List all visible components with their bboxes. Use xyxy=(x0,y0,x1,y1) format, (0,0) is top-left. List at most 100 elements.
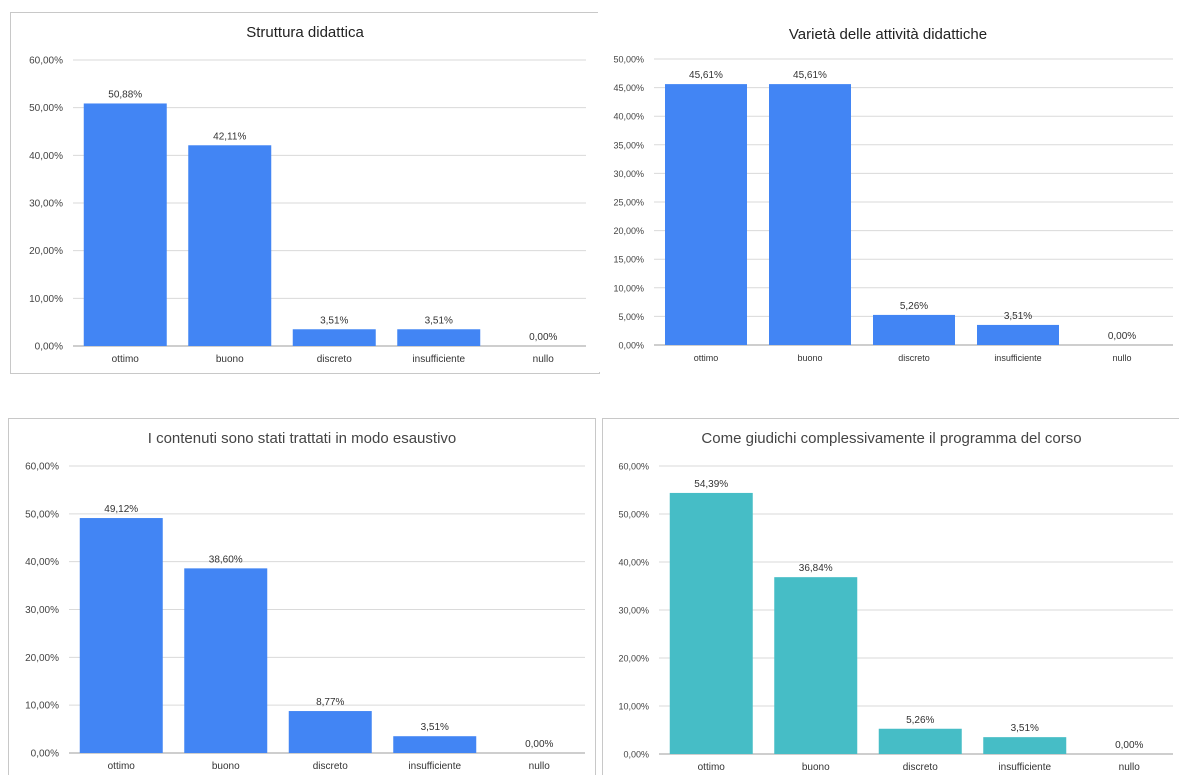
chart-title: Struttura didattica xyxy=(246,24,364,41)
y-tick-label: 0,00% xyxy=(618,341,644,351)
bar-insufficiente xyxy=(397,329,481,346)
chart-panel-contenuti-esaustivi: I contenuti sono stati trattati in modo … xyxy=(8,418,596,775)
data-label-ottimo: 54,39% xyxy=(694,479,728,490)
y-tick-label: 5,00% xyxy=(618,312,644,322)
y-tick-label: 45,00% xyxy=(613,83,644,93)
y-tick-label: 10,00% xyxy=(25,701,59,712)
x-tick-label-nullo: nullo xyxy=(1112,353,1131,363)
data-label-nullo: 0,00% xyxy=(529,332,557,343)
x-tick-label-nullo: nullo xyxy=(533,354,555,365)
bar-discreto xyxy=(292,329,376,346)
bar-ottimo xyxy=(665,84,747,345)
x-tick-label-nullo: nullo xyxy=(1119,762,1141,773)
data-label-ottimo: 49,12% xyxy=(104,504,138,515)
bar-discreto xyxy=(878,728,962,754)
data-label-buono: 45,61% xyxy=(793,70,827,81)
y-tick-label: 30,00% xyxy=(613,169,644,179)
chart-title: Varietà delle attività didattiche xyxy=(788,26,988,43)
data-label-nullo: 0,00% xyxy=(1108,331,1136,342)
y-tick-label: 20,00% xyxy=(29,246,63,257)
chart-title: Come giudichi complessivamente il progra… xyxy=(701,430,1082,447)
y-tick-label: 50,00% xyxy=(29,103,63,114)
data-label-insufficiente: 3,51% xyxy=(1004,311,1032,322)
x-tick-label-ottimo: ottimo xyxy=(698,762,726,773)
y-tick-label: 40,00% xyxy=(25,557,59,568)
y-tick-label: 40,00% xyxy=(29,151,63,162)
x-tick-label-nullo: nullo xyxy=(529,761,551,772)
data-label-buono: 36,84% xyxy=(799,563,833,574)
data-label-insufficiente: 3,51% xyxy=(1011,723,1039,734)
bar-insufficiente xyxy=(393,736,477,753)
data-label-discreto: 8,77% xyxy=(316,697,344,708)
y-tick-label: 40,00% xyxy=(618,558,649,568)
y-tick-label: 50,00% xyxy=(25,509,59,520)
y-tick-label: 10,00% xyxy=(613,283,644,293)
data-label-ottimo: 50,88% xyxy=(108,89,142,100)
x-tick-label-buono: buono xyxy=(216,354,244,365)
y-tick-label: 0,00% xyxy=(35,342,63,353)
bar-insufficiente xyxy=(983,737,1067,754)
chart-title: I contenuti sono stati trattati in modo … xyxy=(147,430,457,447)
y-tick-label: 50,00% xyxy=(613,55,644,65)
y-tick-label: 25,00% xyxy=(613,198,644,208)
chart-panel-giudizio-programma: Come giudichi complessivamente il progra… xyxy=(602,418,1179,775)
y-tick-label: 0,00% xyxy=(31,749,59,760)
chart-panel-struttura-didattica: Struttura didattica 0,00% 10,00% 20,00% 30,… xyxy=(10,12,600,374)
x-tick-label-insufficiente: insufficiente xyxy=(998,762,1051,773)
y-tick-label: 20,00% xyxy=(613,226,644,236)
y-tick-label: 10,00% xyxy=(29,294,63,305)
x-tick-label-buono: buono xyxy=(212,761,240,772)
data-label-buono: 42,11% xyxy=(213,131,246,142)
y-tick-label: 40,00% xyxy=(613,112,644,122)
bar-ottimo xyxy=(83,103,167,346)
bar-buono xyxy=(769,84,851,345)
bar-ottimo xyxy=(669,492,753,754)
data-label-buono: 38,60% xyxy=(209,554,243,565)
bar-ottimo xyxy=(79,518,163,753)
y-tick-label: 30,00% xyxy=(29,199,63,210)
bar-discreto xyxy=(873,314,955,345)
y-tick-label: 60,00% xyxy=(618,462,649,472)
data-label-ottimo: 45,61% xyxy=(689,70,723,81)
x-tick-label-discreto: discreto xyxy=(898,353,930,363)
chart-plot-area: 0,00% 10,00% 20,00% 30,00% 40,00% 50,00% 60,00… xyxy=(29,56,586,365)
bar-buono xyxy=(184,568,268,753)
x-tick-label-buono: buono xyxy=(802,762,830,773)
y-tick-label: 30,00% xyxy=(25,605,59,616)
y-tick-label: 20,00% xyxy=(25,653,59,664)
x-tick-label-buono: buono xyxy=(797,353,822,363)
bar-discreto xyxy=(288,711,372,753)
x-tick-label-ottimo: ottimo xyxy=(112,354,140,365)
y-tick-label: 15,00% xyxy=(613,255,644,265)
x-tick-label-ottimo: ottimo xyxy=(108,761,136,772)
chart-plot-area: 0,00% 5,00% 10,00% 15,00% 20,00% 25,00% 30,00%… xyxy=(613,55,1173,363)
chart-plot-area: 0,00% 10,00% 20,00% 30,00% 40,00% 50,00% 60,00… xyxy=(618,462,1173,773)
x-tick-label-insufficiente: insufficiente xyxy=(412,354,465,365)
chart-plot-area: 0,00% 10,00% 20,00% 30,00% 40,00% 50,00% 60,00… xyxy=(25,462,585,772)
y-tick-label: 10,00% xyxy=(618,702,649,712)
data-label-discreto: 5,26% xyxy=(906,715,934,726)
x-tick-label-ottimo: ottimo xyxy=(694,353,719,363)
bar-buono xyxy=(774,577,858,754)
data-label-insufficiente: 3,51% xyxy=(425,315,453,326)
y-tick-label: 0,00% xyxy=(623,750,649,760)
data-label-discreto: 5,26% xyxy=(900,301,928,312)
y-tick-label: 60,00% xyxy=(29,56,63,67)
y-tick-label: 35,00% xyxy=(613,140,644,150)
x-tick-label-discreto: discreto xyxy=(317,354,352,365)
y-tick-label: 60,00% xyxy=(25,462,59,473)
data-label-nullo: 0,00% xyxy=(525,739,553,750)
y-tick-label: 50,00% xyxy=(618,510,649,520)
y-tick-label: 20,00% xyxy=(618,654,649,664)
data-label-discreto: 3,51% xyxy=(320,315,348,326)
x-tick-label-insufficiente: insufficiente xyxy=(408,761,461,772)
x-tick-label-insufficiente: insufficiente xyxy=(994,353,1041,363)
y-tick-label: 30,00% xyxy=(618,606,649,616)
data-label-insufficiente: 3,51% xyxy=(421,722,449,733)
x-tick-label-discreto: discreto xyxy=(313,761,348,772)
bar-buono xyxy=(188,145,272,346)
data-label-nullo: 0,00% xyxy=(1115,740,1143,751)
bar-insufficiente xyxy=(977,324,1059,345)
x-tick-label-discreto: discreto xyxy=(903,762,938,773)
chart-panel-varieta-attivita: Varietà delle attività didattiche 0,00% 5… xyxy=(598,12,1178,372)
